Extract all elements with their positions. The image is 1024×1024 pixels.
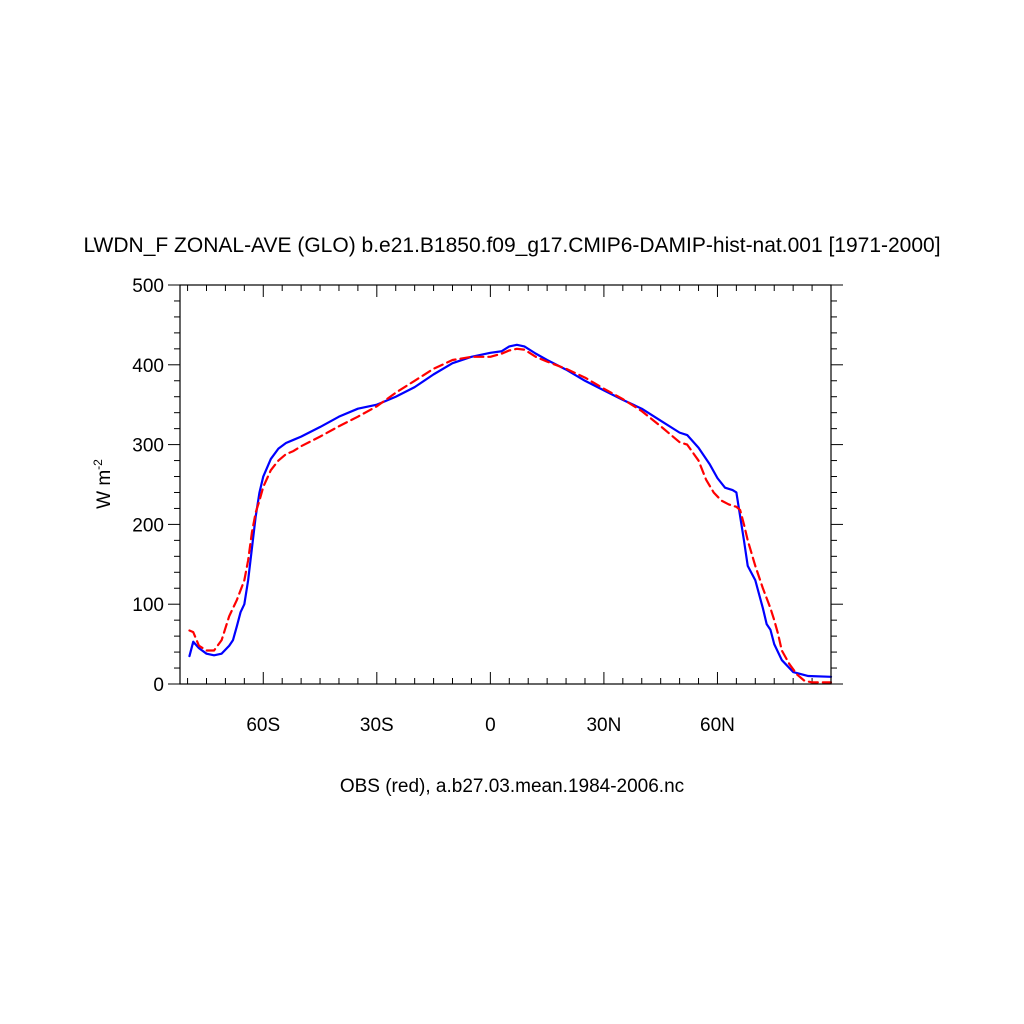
y-tick-label: 100	[132, 595, 164, 616]
plot-frame	[179, 284, 832, 685]
series-line-2	[188, 347, 833, 684]
axis-ticks	[168, 284, 843, 685]
x-tick-labels: 60S 30S 0 30N 60N	[246, 715, 735, 736]
x-tick-label: 30N	[586, 715, 621, 736]
y-axis-label-base: W m	[94, 470, 115, 509]
x-tick-label: 60N	[700, 715, 735, 736]
y-tick-label: 0	[153, 675, 164, 696]
y-tick-label: 500	[132, 276, 164, 297]
y-tick-label: 400	[132, 356, 164, 377]
x-tick-label: 60S	[246, 715, 280, 736]
y-tick-label: 300	[132, 436, 164, 457]
series-line-1	[188, 343, 833, 678]
x-tick-label: 0	[485, 715, 496, 736]
chart-title: LWDN_F ZONAL-AVE (GLO) b.e21.B1850.f09_g…	[83, 234, 940, 257]
x-tick-label: 30S	[360, 715, 394, 736]
y-tick-labels: 0 100 200 300 400 500	[132, 276, 164, 696]
series-layer	[188, 343, 833, 684]
y-axis-label: W m-2	[91, 459, 115, 509]
x-axis-caption: OBS (red), a.b27.03.mean.1984-2006.nc	[340, 776, 684, 797]
y-tick-label: 200	[132, 515, 164, 536]
y-axis-label-superscript: -2	[91, 459, 105, 470]
